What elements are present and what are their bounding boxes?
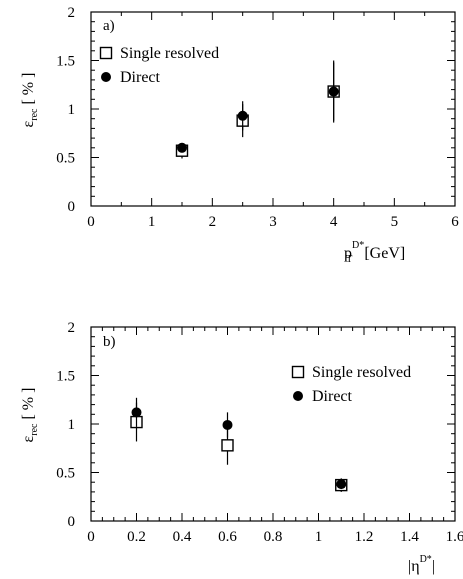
series-direct xyxy=(131,397,347,490)
data-point-circle xyxy=(237,110,248,121)
y-tick-label: 1.5 xyxy=(56,369,75,385)
x-axis-unit: [GeV] xyxy=(364,245,405,262)
legend-marker xyxy=(101,72,111,82)
legend-label: Single resolved xyxy=(312,364,411,381)
y-axis-subscript: rec xyxy=(29,423,40,436)
x-tick-label: 6 xyxy=(451,214,459,230)
x-tick-label: 0.6 xyxy=(218,529,237,545)
y-axis-unit: [ % ] xyxy=(20,73,37,105)
x-tick-label: 0.2 xyxy=(127,529,146,545)
x-tick-label: 4 xyxy=(330,214,338,230)
panel-b: 0 0.2 0.4 0.6 0.8 1 1.2 1.4 1.6 0 0.5 1 1.5 2 b) εrec [ … xyxy=(20,320,463,575)
y-tick-label: 0.5 xyxy=(56,151,75,167)
legend-marker xyxy=(293,391,303,401)
y-axis-unit: [ % ] xyxy=(20,388,37,420)
data-point-circle xyxy=(131,407,142,418)
x-tick-label: 1.4 xyxy=(400,529,419,545)
legend-marker xyxy=(99,46,113,60)
plot-frame xyxy=(90,326,456,522)
legend-marker xyxy=(291,365,305,379)
x-tick-label: 0 xyxy=(87,529,95,545)
legend-label: Direct xyxy=(312,388,353,405)
x-tick-label: 5 xyxy=(391,214,399,230)
y-axis-label: εrec [ % ] xyxy=(20,388,40,443)
y-axis-label: εrec [ % ] xyxy=(20,73,40,128)
y-tick-label: 2 xyxy=(68,5,76,21)
x-axis-symbol: p xyxy=(344,245,352,262)
x-tick-label: 2 xyxy=(209,214,217,230)
legend: Single resolved Direct xyxy=(291,364,411,405)
y-axis-symbol: ε xyxy=(20,435,37,442)
x-tick-label: 0 xyxy=(87,214,95,230)
legend-label: Single resolved xyxy=(120,45,219,62)
y-tick-label: 1.5 xyxy=(56,54,75,70)
series-single-resolved xyxy=(175,60,340,159)
panel-label: b) xyxy=(103,334,116,350)
series-direct xyxy=(177,62,339,153)
x-tick-label: 1.2 xyxy=(355,529,374,545)
x-tick-label: 1.6 xyxy=(446,529,463,545)
y-tick-label: 0 xyxy=(68,199,76,215)
x-tick-label: 0.4 xyxy=(173,529,192,545)
y-tick-label: 2 xyxy=(68,320,76,336)
data-point-circle xyxy=(177,142,187,153)
panel-label: a) xyxy=(103,18,115,34)
panel-a: 0 1 2 3 4 5 6 0 0.5 1 1.5 2 a) εrec [ % ] pD* T [GeV] Sing… xyxy=(20,5,459,265)
x-axis-superscript: D* xyxy=(352,240,364,251)
data-point-square xyxy=(221,439,234,452)
y-axis-subscript: rec xyxy=(29,108,40,121)
x-axis-end: | xyxy=(432,558,435,575)
x-axis-subscript: T xyxy=(346,254,352,265)
y-tick-label: 0.5 xyxy=(56,466,75,482)
x-tick-label: 1 xyxy=(148,214,156,230)
y-axis-symbol: ε xyxy=(20,120,37,127)
x-tick-label: 3 xyxy=(269,214,277,230)
x-axis-label: pD* T [GeV] xyxy=(344,240,405,265)
data-point-circle xyxy=(336,479,347,490)
x-axis-symbol: |η xyxy=(408,558,420,575)
y-tick-label: 0 xyxy=(68,514,76,530)
series-single-resolved xyxy=(130,402,348,492)
plot-frame xyxy=(90,11,456,207)
data-point-circle xyxy=(328,86,339,97)
x-tick-label: 1 xyxy=(315,529,323,545)
legend-label: Direct xyxy=(120,69,161,86)
legend: Single resolved Direct xyxy=(99,45,219,86)
x-axis-label: |ηD*| xyxy=(408,554,435,575)
data-point-circle xyxy=(222,419,233,430)
y-tick-label: 1 xyxy=(68,102,76,118)
x-axis-superscript: D* xyxy=(420,554,432,565)
x-tick-label: 0.8 xyxy=(264,529,283,545)
y-tick-label: 1 xyxy=(68,417,76,433)
